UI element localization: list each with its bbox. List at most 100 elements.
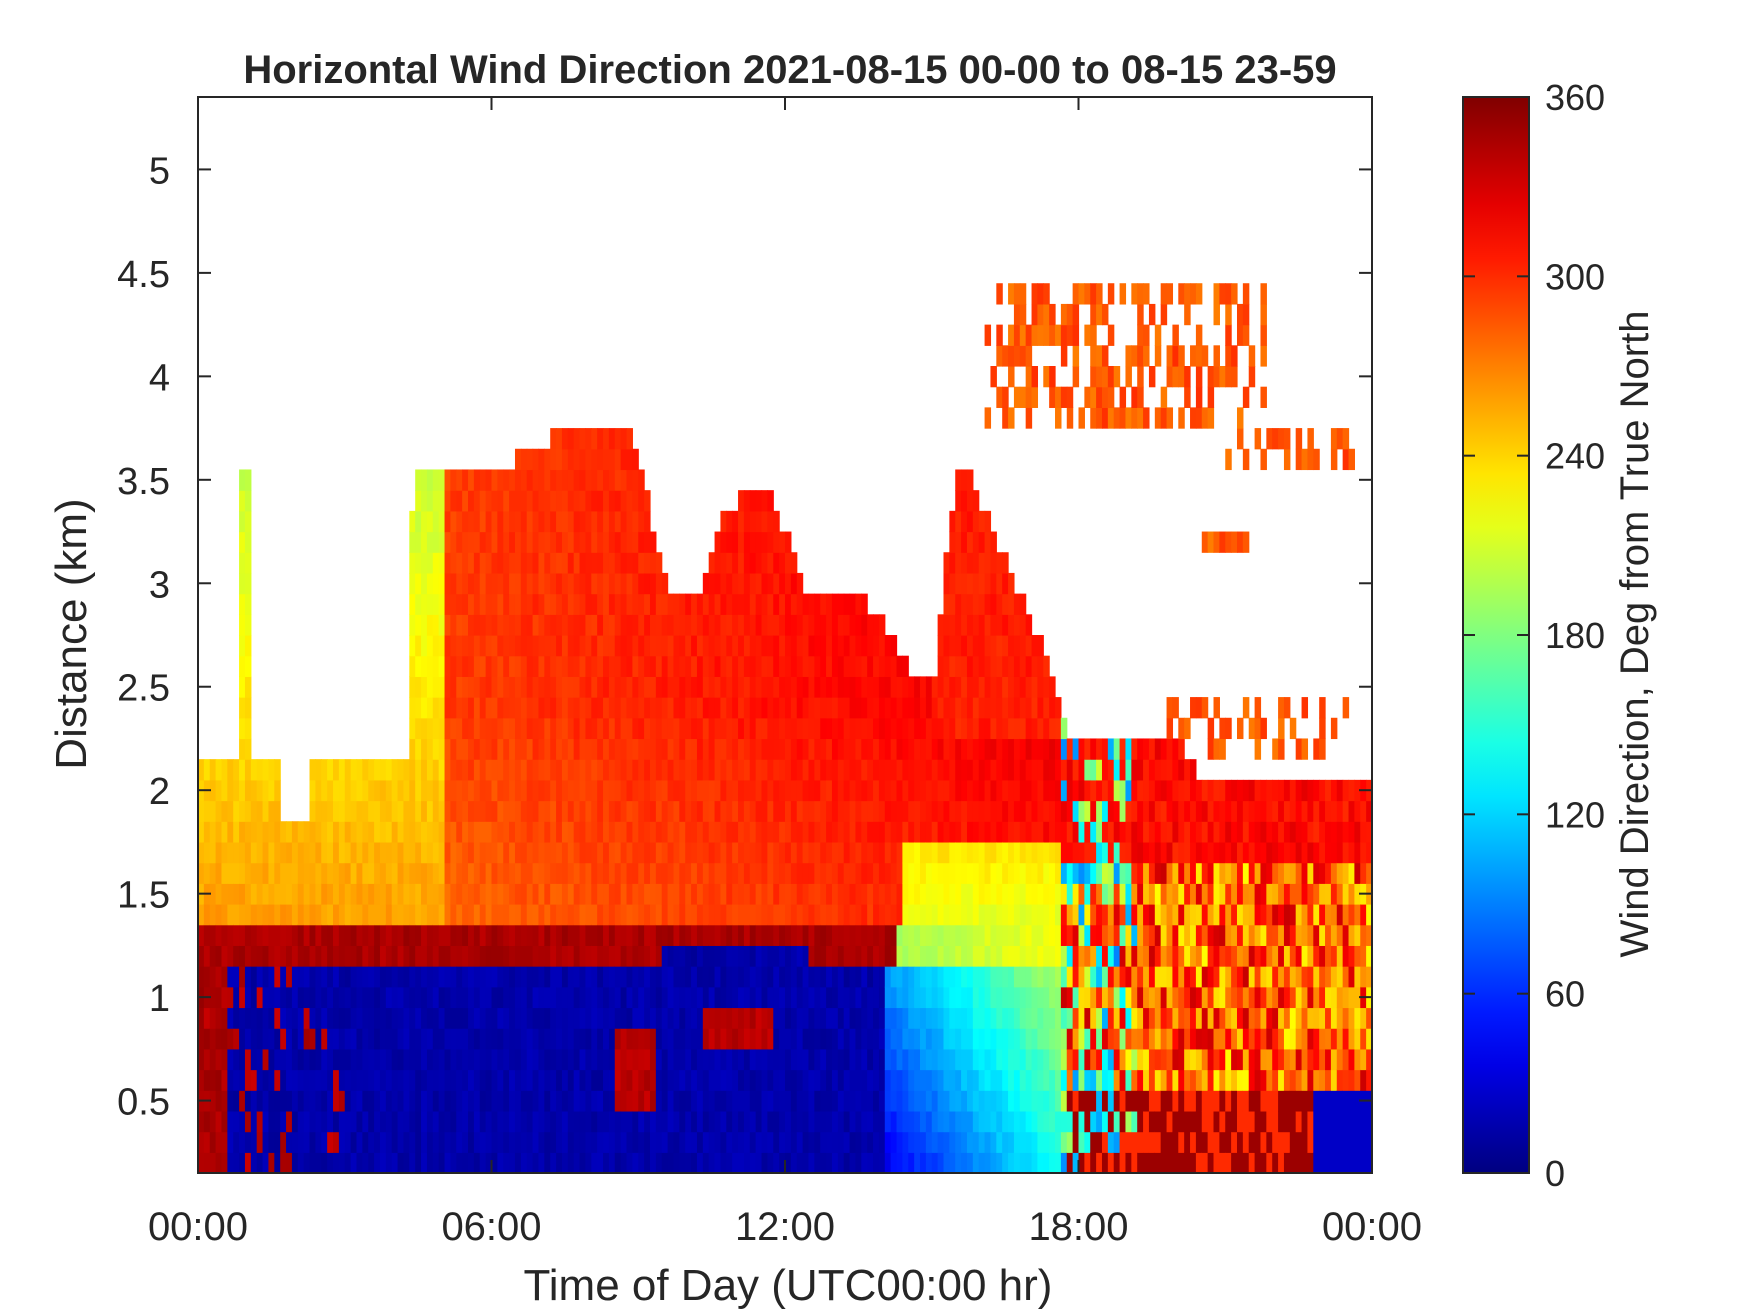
heatmap-cell (1084, 1048, 1091, 1071)
heatmap-cell (561, 759, 569, 781)
heatmap-cell (509, 635, 516, 657)
heatmap-cell (450, 1152, 457, 1174)
heatmap-cell (896, 1090, 903, 1112)
heatmap-cell (397, 1069, 405, 1091)
heatmap-cell (503, 800, 510, 822)
heatmap-cell (391, 1028, 399, 1050)
heatmap-cell (949, 986, 956, 1009)
heatmap-cell (409, 966, 416, 988)
heatmap-cell (914, 1110, 921, 1133)
heatmap-cell (309, 1110, 316, 1133)
heatmap-cell (561, 966, 569, 988)
heatmap-cell (1084, 1152, 1091, 1174)
heatmap-cell (661, 966, 669, 988)
heatmap-cell (468, 924, 475, 946)
heatmap-cell (861, 593, 868, 615)
heatmap-cell (761, 572, 768, 595)
heatmap-cell (538, 821, 545, 843)
heatmap-cell (1190, 1048, 1197, 1071)
heatmap-cell (902, 821, 909, 843)
heatmap-cell (1019, 821, 1027, 843)
heatmap-cell (350, 1048, 358, 1071)
heatmap-cell (450, 1069, 457, 1091)
heatmap-cell (485, 1069, 493, 1091)
heatmap-cell (990, 966, 997, 988)
heatmap-cell (203, 1048, 211, 1071)
heatmap-cell (368, 1069, 375, 1091)
heatmap-cell (779, 1069, 786, 1091)
heatmap-cell (497, 759, 504, 781)
heatmap-cell (532, 717, 540, 740)
heatmap-cell (462, 469, 469, 491)
heatmap-cell (1143, 966, 1150, 988)
heatmap-cell (673, 593, 680, 615)
heatmap-cell (280, 904, 287, 926)
heatmap-cell (749, 841, 757, 864)
heatmap-cell (626, 841, 633, 864)
heatmap-cell (679, 1152, 686, 1174)
heatmap-cell (984, 945, 992, 967)
heatmap-cell (837, 593, 845, 615)
heatmap-cell (855, 986, 862, 1009)
heatmap-cell (485, 676, 493, 698)
heatmap-cell (1101, 366, 1109, 388)
heatmap-cell (984, 904, 992, 926)
heatmap-cell (603, 1110, 610, 1133)
heatmap-cell (1072, 345, 1080, 367)
heatmap-cell (638, 1048, 645, 1071)
heatmap-cell (638, 966, 645, 988)
heatmap-cell (1213, 1048, 1220, 1071)
heatmap-cell (1055, 717, 1062, 740)
heatmap-cell (1090, 1048, 1097, 1071)
heatmap-cell (1101, 945, 1109, 967)
heatmap-cell (767, 883, 774, 905)
heatmap-cell (1031, 945, 1039, 967)
heatmap-cell (1019, 635, 1027, 657)
heatmap-cell (779, 676, 786, 698)
heatmap-cell (438, 1007, 446, 1029)
heatmap-cell (738, 572, 745, 595)
heatmap-cell (473, 717, 481, 740)
heatmap-cell (808, 676, 815, 698)
heatmap-cell (215, 841, 223, 864)
heatmap-cell (479, 469, 487, 491)
heatmap-cell (808, 1069, 815, 1091)
heatmap-cell (755, 531, 763, 553)
heatmap-cell (1049, 386, 1056, 408)
heatmap-cell (432, 510, 440, 533)
heatmap-cell (679, 924, 686, 946)
heatmap-cell (426, 572, 434, 595)
heatmap-cell (356, 1028, 363, 1050)
heatmap-cell (450, 635, 457, 657)
heatmap-cell (884, 821, 892, 843)
heatmap-cell (884, 966, 892, 988)
heatmap-cell (1043, 986, 1050, 1009)
heatmap-cell (1025, 1110, 1033, 1133)
heatmap-cell (820, 1090, 827, 1112)
heatmap-cell (268, 841, 275, 864)
heatmap-cell (473, 800, 481, 822)
heatmap-cell (1195, 324, 1203, 346)
heatmap-cell (1225, 800, 1232, 822)
heatmap-cell (702, 986, 710, 1009)
heatmap-cell (673, 635, 680, 657)
heatmap-cell (1049, 841, 1056, 864)
heatmap-cell (608, 572, 616, 595)
heatmap-cell (415, 883, 422, 905)
heatmap-cell (878, 821, 886, 843)
heatmap-cell (1231, 1028, 1238, 1050)
heatmap-cell (374, 945, 381, 967)
heatmap-cell (790, 655, 798, 677)
heatmap-cell (239, 1110, 246, 1133)
heatmap-cell (315, 1131, 322, 1153)
heatmap-cell (667, 655, 675, 677)
heatmap-cell (749, 655, 757, 677)
heatmap-cell (585, 1069, 592, 1091)
heatmap-cell (456, 904, 463, 926)
heatmap-cell (473, 1028, 481, 1050)
heatmap-cell (1013, 904, 1021, 926)
heatmap-cell (520, 738, 528, 760)
heatmap-cell (227, 759, 234, 781)
heatmap-cell (1043, 883, 1050, 905)
heatmap-cell (198, 924, 205, 946)
